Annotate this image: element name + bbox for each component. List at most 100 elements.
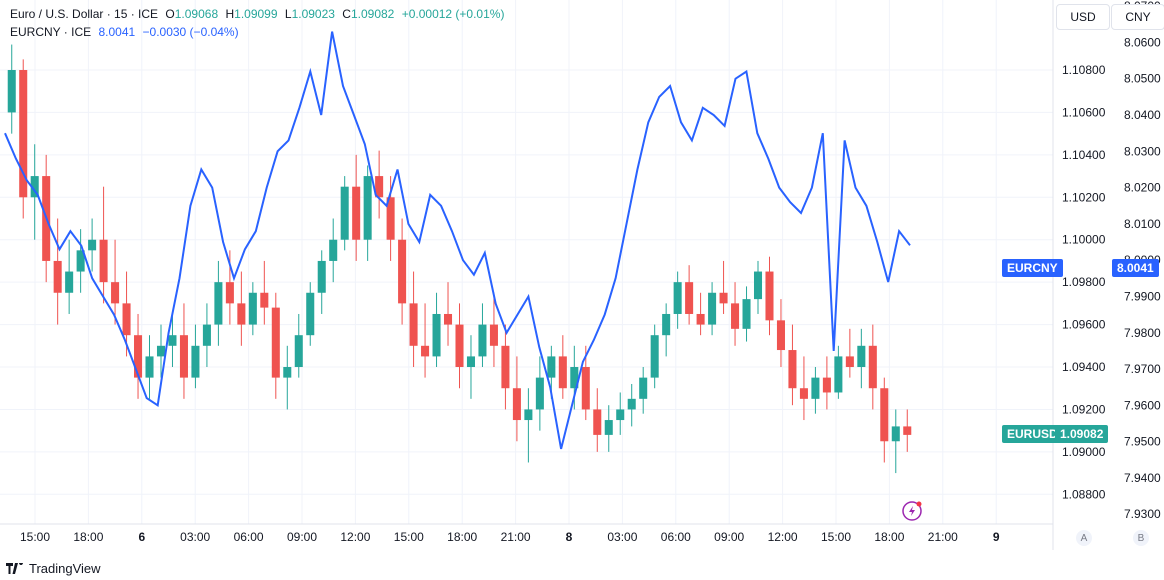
usd-tick-label: 1.10000 xyxy=(1062,233,1106,247)
candle-body xyxy=(765,271,774,321)
eurcny-line xyxy=(4,31,911,450)
cny-tick-label: 7.9600 xyxy=(1124,398,1161,412)
candle-body xyxy=(903,426,912,435)
candle-body xyxy=(134,335,143,378)
usd-tick-label: 1.10200 xyxy=(1062,190,1106,204)
candle-body xyxy=(685,282,694,314)
candle-body xyxy=(593,409,602,435)
b-scale-button[interactable]: B xyxy=(1133,530,1149,546)
time-tick-label: 15:00 xyxy=(821,530,851,544)
cny-tick-label: 8.0600 xyxy=(1124,35,1161,49)
candle-body xyxy=(294,335,303,368)
time-axis: 15:00 18:00 6 03:00 06:00 09:00 12:00 15:00 18:0… xyxy=(20,530,1000,544)
cny-scale-button[interactable]: CNY xyxy=(1111,4,1164,30)
candle-body xyxy=(202,324,211,346)
cny-tick-label: 7.9700 xyxy=(1124,362,1161,376)
usd-tick-label: 1.09800 xyxy=(1062,275,1106,289)
eurcny-name-tag: EURCNY xyxy=(1002,259,1063,277)
candle-body xyxy=(168,335,177,346)
candle-body xyxy=(340,186,349,240)
candle-body xyxy=(604,420,613,435)
candle-body xyxy=(811,377,820,399)
candle-body xyxy=(524,409,533,421)
candle-body xyxy=(857,345,866,368)
time-tick-label: 03:00 xyxy=(607,530,637,544)
eurcny-price-tag: 8.0041 xyxy=(1112,259,1159,277)
compare-change: −0.0030 (−0.04%) xyxy=(142,25,239,39)
usd-price-axis: 1.10800 1.10600 1.10400 1.10200 1.10000 1.098… xyxy=(1062,63,1106,501)
cny-tick-label: 8.0400 xyxy=(1124,108,1161,122)
candle-body xyxy=(179,335,188,378)
time-tick-label: 8 xyxy=(566,530,573,544)
candle-body xyxy=(260,292,269,308)
price-chart[interactable]: 1.10800 1.10600 1.10400 1.10200 1.10000 1.098… xyxy=(0,0,1164,556)
candle-body xyxy=(99,239,108,283)
candle-body xyxy=(478,324,487,357)
usd-tick-label: 1.09400 xyxy=(1062,360,1106,374)
candle-body xyxy=(352,186,361,240)
candle-body xyxy=(788,350,797,389)
usd-tick-label: 1.09200 xyxy=(1062,402,1106,416)
cny-tick-label: 7.9400 xyxy=(1124,471,1161,485)
candle-body xyxy=(375,176,384,198)
close-label: C xyxy=(342,7,351,21)
candle-body xyxy=(673,282,682,314)
cny-tick-label: 8.0200 xyxy=(1124,181,1161,195)
time-tick-label: 21:00 xyxy=(928,530,958,544)
candle-body xyxy=(834,356,843,393)
time-tick-label: 18:00 xyxy=(874,530,904,544)
usd-tick-label: 1.08800 xyxy=(1062,487,1106,501)
candle-body xyxy=(432,313,441,357)
candle-body xyxy=(742,299,751,329)
time-tick-label: 15:00 xyxy=(20,530,50,544)
high-label: H xyxy=(225,7,235,21)
candle-body xyxy=(753,271,763,300)
candle-body xyxy=(30,176,39,198)
candle-body xyxy=(65,271,74,293)
time-tick-label: 18:00 xyxy=(73,530,103,544)
alert-icon[interactable] xyxy=(902,501,922,521)
symbol-title[interactable]: Euro / U.S. Dollar · 15 · ICE xyxy=(10,7,159,21)
candle-body xyxy=(271,307,280,378)
candle-body xyxy=(444,313,453,325)
low-value: 1.09023 xyxy=(291,7,335,21)
candle-body xyxy=(558,356,567,389)
auto-scale-button[interactable]: A xyxy=(1076,530,1092,546)
candle-body xyxy=(512,388,521,421)
open-label: O xyxy=(165,7,175,21)
candle-body xyxy=(547,356,556,378)
compare-symbol[interactable]: EURCNY · ICE xyxy=(10,25,92,39)
usd-tick-label: 1.09000 xyxy=(1062,445,1106,459)
time-tick-label: 9 xyxy=(993,530,1000,544)
open-value: 1.09068 xyxy=(174,7,219,21)
candle-body xyxy=(156,345,166,357)
candle-body xyxy=(799,388,808,399)
candle-body xyxy=(283,367,292,378)
brand-name: TradingView xyxy=(29,560,101,576)
candle-body xyxy=(191,345,200,378)
cny-tick-label: 7.9800 xyxy=(1124,326,1161,340)
time-tick-label: 09:00 xyxy=(714,530,744,544)
candle-body xyxy=(317,260,326,293)
candle-body xyxy=(306,292,315,336)
usd-scale-button[interactable]: USD xyxy=(1056,4,1110,30)
change-value: +0.00012 (+0.01%) xyxy=(401,7,505,21)
cny-price-axis: 8.07008.06008.05008.04008.03008.02008.01… xyxy=(1124,0,1161,521)
time-tick-label: 03:00 xyxy=(180,530,210,544)
eurusd-price-tag: 1.09082 xyxy=(1055,425,1109,443)
candle-body xyxy=(489,324,498,346)
high-value: 1.09099 xyxy=(234,7,278,21)
candle-body xyxy=(880,388,889,442)
time-tick-label: 06:00 xyxy=(661,530,691,544)
tradingview-logo-icon xyxy=(6,562,23,574)
candle-body xyxy=(111,282,120,304)
candle-body xyxy=(214,282,223,325)
time-tick-label: 12:00 xyxy=(340,530,370,544)
candle-body xyxy=(535,377,544,410)
cny-tick-label: 7.9900 xyxy=(1124,289,1161,303)
compare-value: 8.0041 xyxy=(98,25,136,39)
tradingview-logo[interactable]: TradingView xyxy=(6,561,101,576)
candle-body xyxy=(88,239,97,251)
usd-tick-label: 1.10400 xyxy=(1062,148,1106,162)
time-tick-label: 6 xyxy=(138,530,145,544)
